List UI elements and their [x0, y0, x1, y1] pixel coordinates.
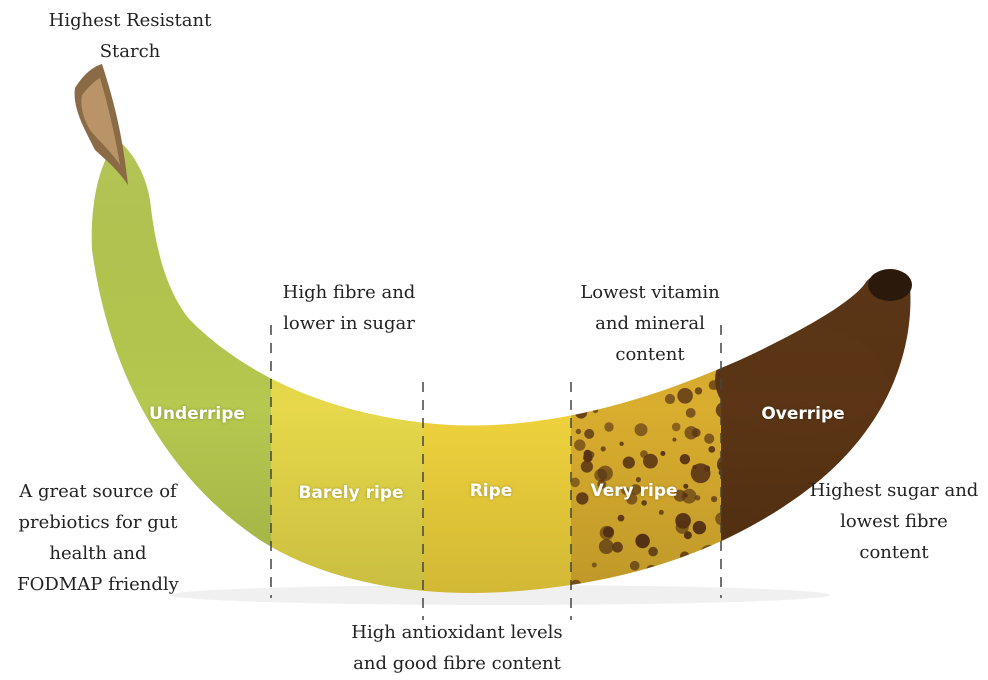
annotation-overripe: Highest sugar and lowest fibre content: [809, 480, 979, 563]
banana-tip: [868, 269, 912, 301]
ripeness-spot: [631, 575, 639, 583]
ripeness-spot: [614, 385, 620, 391]
ripeness-spot: [704, 575, 710, 581]
stage-label-ripe: Ripe: [469, 481, 513, 501]
ripeness-spot: [774, 529, 789, 543]
stem-fibres: [81, 78, 120, 165]
ripeness-spot: [662, 567, 676, 581]
ripeness-spot: [611, 382, 627, 399]
stage-label-barely-ripe: Barely ripe: [298, 483, 404, 503]
ripeness-spot: [639, 578, 644, 583]
stage-label-underripe: Underripe: [149, 404, 245, 424]
annotation-very-ripe: Lowest vitamin and mineral content: [580, 282, 720, 365]
ripeness-spot: [655, 383, 660, 389]
ripeness-spot: [766, 521, 774, 530]
ripeness-spot: [601, 376, 615, 390]
ripeness-spot: [736, 558, 745, 567]
stage-label-overripe: Overripe: [761, 404, 845, 424]
ripeness-spot: [609, 373, 624, 388]
ripeness-spot: [791, 573, 803, 585]
banana-shadow: [170, 585, 830, 605]
ripeness-spot: [682, 556, 693, 567]
annotation-barely-ripe: High fibre and lower in sugar: [282, 282, 416, 334]
annotation-stem: Highest Resistant Starch: [48, 10, 212, 62]
stage-label-very-ripe: Very ripe: [590, 481, 678, 501]
ripeness-spot: [780, 530, 795, 545]
annotation-ripe: High antioxidant levels and good fibre c…: [351, 622, 563, 674]
ripeness-spot: [683, 557, 695, 569]
annotation-underripe-benefit: A great source of prebiotics for gut hea…: [17, 481, 179, 595]
